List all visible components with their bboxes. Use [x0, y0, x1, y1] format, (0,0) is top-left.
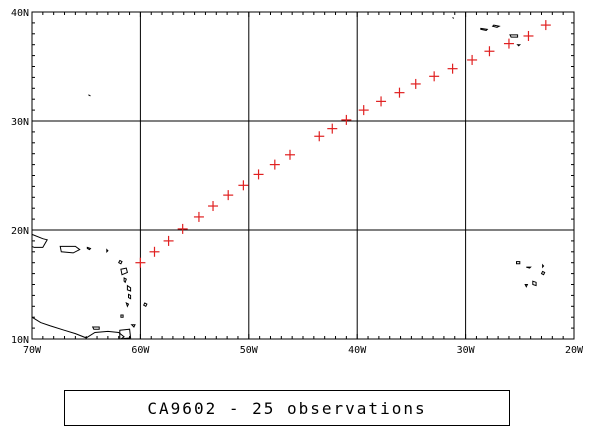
coastline-layer	[31, 17, 546, 340]
x-tick-label: 60W	[131, 345, 150, 356]
observation-marker	[410, 78, 421, 89]
y-tick-label: 10N	[11, 335, 29, 346]
coastline-dominica	[123, 277, 127, 284]
observation-marker	[467, 54, 478, 65]
y-tick-label: 30N	[11, 117, 29, 128]
coastline-cape-verde-santo-antao	[516, 261, 521, 265]
coastline-azores-flores	[452, 17, 455, 19]
coastline-st-vincent	[125, 302, 130, 308]
observation-marker	[269, 159, 280, 170]
coastline-virgin-islands	[86, 246, 92, 251]
axis-labels-layer: 70W 60W 50W 40W 30W 20W 10N 20N 30N 40N	[11, 8, 584, 356]
coastline-guadeloupe	[120, 267, 128, 276]
observation-marker	[223, 190, 234, 201]
observation-marker	[163, 235, 174, 246]
minor-ticks-layer	[31, 11, 575, 340]
coastline-bermuda	[88, 94, 91, 97]
coastline-anguilla	[106, 248, 109, 254]
observation-marker	[429, 71, 440, 82]
observation-marker	[149, 246, 160, 257]
coastline-azores-pico	[480, 27, 489, 32]
observation-marker	[208, 201, 219, 212]
coastline-cape-verde-fogo	[524, 284, 529, 288]
coastline-cape-verde-sal	[542, 263, 545, 269]
observation-markers	[135, 20, 551, 268]
observation-marker	[238, 180, 249, 191]
coastline-azores-santa-maria	[516, 44, 522, 47]
coastline-grenada	[120, 314, 124, 318]
x-tick-label: 40W	[348, 345, 367, 356]
observation-marker	[447, 63, 458, 74]
observation-marker	[358, 105, 369, 116]
x-tick-label: 20W	[565, 345, 584, 356]
x-tick-label: 50W	[240, 345, 259, 356]
x-tick-label: 70W	[23, 345, 42, 356]
coastline-tobago	[130, 324, 136, 328]
coastline-martinique	[126, 284, 132, 292]
coastline-margarita	[91, 326, 100, 330]
observation-marker	[253, 169, 264, 180]
coastline-puerto-rico	[59, 245, 81, 254]
observation-marker	[327, 123, 338, 134]
coastline-azores-terceira	[491, 24, 501, 28]
observation-marker	[503, 38, 514, 49]
coastline-barbados	[143, 302, 148, 307]
coastline-cape-verde-santiago	[532, 280, 537, 287]
coastline-cape-verde-sao-nicolau	[526, 266, 532, 269]
observation-marker	[284, 149, 295, 160]
observation-marker	[193, 211, 204, 222]
caption-text: CA9602 - 25 observations	[147, 398, 427, 418]
observation-marker	[341, 114, 352, 125]
observation-marker	[540, 20, 551, 31]
map-frame	[31, 11, 575, 340]
coastline-st-lucia	[128, 293, 132, 300]
observation-marker	[314, 131, 325, 142]
observation-marker	[523, 30, 534, 41]
caption-box: CA9602 - 25 observations	[64, 390, 510, 426]
coastline-azores-sao-miguel	[509, 34, 519, 38]
x-tick-label: 30W	[457, 345, 476, 356]
observation-marker	[394, 87, 405, 98]
y-tick-label: 40N	[11, 8, 29, 19]
coastline-antigua	[118, 259, 123, 265]
y-tick-label: 20N	[11, 226, 29, 237]
coastline-trinidad	[119, 328, 132, 340]
coastline-south-america	[31, 316, 125, 340]
observation-marker	[177, 223, 188, 234]
observation-marker	[376, 96, 387, 107]
grid-layer	[32, 12, 574, 339]
observation-marker	[484, 46, 495, 57]
observation-marker	[135, 257, 146, 268]
coastline-cape-verde-boa-vista	[540, 270, 546, 276]
